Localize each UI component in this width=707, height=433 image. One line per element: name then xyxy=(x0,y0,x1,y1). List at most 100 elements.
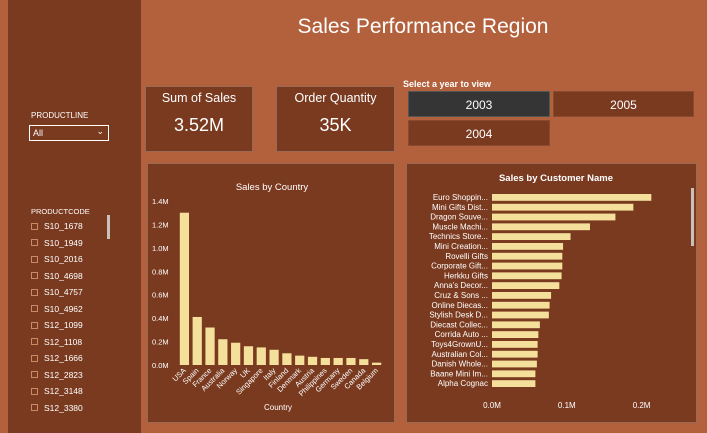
sales-by-customer-chart: Sales by Customer Name Euro Shoppin...Min… xyxy=(429,173,694,410)
productcode-label: S12_2823 xyxy=(44,369,83,380)
bar-france xyxy=(205,327,215,365)
page-title: Sales Performance Region xyxy=(297,15,549,38)
y-tick-label: Cruz & Sons ... xyxy=(434,291,488,300)
bar-customer-18 xyxy=(492,370,536,378)
productcode-item[interactable]: S12_3148 xyxy=(31,383,83,400)
productline-value: All xyxy=(33,128,44,138)
checkbox[interactable] xyxy=(31,338,38,346)
productcode-label: S10_1949 xyxy=(44,237,83,248)
y-tick-label: Diecast Collec... xyxy=(430,320,488,329)
y-tick-label: Australian Col... xyxy=(432,350,488,359)
checkbox[interactable] xyxy=(31,305,38,313)
checkbox[interactable] xyxy=(31,222,38,230)
checkbox[interactable] xyxy=(31,354,38,362)
productcode-item[interactable]: S10_1949 xyxy=(31,235,83,252)
productcode-item[interactable]: S12_1108 xyxy=(31,334,83,351)
checkbox[interactable] xyxy=(31,371,38,379)
x-tick-label: 0.0M xyxy=(483,401,501,410)
bar-philippines xyxy=(320,357,330,365)
productcode-label: S12_1099 xyxy=(44,320,83,331)
chevron-down-icon: ⌄ xyxy=(96,126,104,136)
kpi-sales-value: 3.52M xyxy=(173,115,225,135)
bar-canada xyxy=(359,359,369,365)
year-button-2004[interactable]: 2004 xyxy=(408,120,550,146)
sales-by-country-panel: Sales by Country 0.0M 0.2M 0.4M 0.6M 0.8M 1.0M… xyxy=(147,163,395,423)
chart-title: Sales by Customer Name xyxy=(499,173,613,184)
y-tick-label: Anna's Decor... xyxy=(434,281,488,290)
y-tick-label: Online Diecas... xyxy=(432,301,488,310)
bar-customer-15 xyxy=(492,341,538,348)
bar-denmark xyxy=(295,355,305,365)
bar-uk xyxy=(243,346,254,365)
productcode-list: S10_1678 S10_1949 S10_2016 S10_4698 S10_4757… xyxy=(31,218,83,416)
y-tick-label: 0.4M xyxy=(152,314,169,323)
bar-customer-13 xyxy=(492,321,540,329)
y-tick-label: Rovelli Gifts xyxy=(445,252,488,261)
y-tick-label: 0.2M xyxy=(152,338,169,347)
bar-customer-6 xyxy=(492,252,563,260)
year-button-2005[interactable]: 2005 xyxy=(553,91,694,117)
productcode-item[interactable]: S12_1666 xyxy=(31,350,83,367)
productline-dropdown[interactable]: All ⌄ xyxy=(29,125,109,141)
y-tick-label: Toys4GrownU... xyxy=(431,340,488,349)
y-tick-label: Baane Mini Im... xyxy=(430,369,488,378)
bar-singapore xyxy=(256,347,266,365)
y-tick-label: 1.2M xyxy=(152,220,169,229)
productcode-item[interactable]: S10_4757 xyxy=(31,284,83,301)
kpi-quantity-card: Order Quantity 35K xyxy=(276,86,395,152)
sales-by-country-chart: Sales by Country 0.0M 0.2M 0.4M 0.6M 0.8M 1.0M… xyxy=(152,182,382,412)
y-tick-label: Mini Gifts Dist... xyxy=(432,203,488,212)
productcode-item[interactable]: S10_1678 xyxy=(31,218,83,235)
y-tick-label: Euro Shoppin... xyxy=(433,193,488,202)
checkbox[interactable] xyxy=(31,387,38,395)
productcode-label: PRODUCTCODE xyxy=(31,207,90,216)
y-tick-label: Danish Whole... xyxy=(432,360,488,369)
kpi-quantity-label: Order Quantity xyxy=(294,91,377,105)
x-tick-label: 0.1M xyxy=(558,401,576,410)
y-tick-label: 1.4M xyxy=(152,197,169,206)
y-tick-label: 0.0M xyxy=(152,361,169,370)
bar-belgium xyxy=(371,362,382,365)
y-tick-label: Corporate Gift... xyxy=(431,262,488,271)
y-tick-label: Herkku Gifts xyxy=(444,271,488,280)
x-tick-label: 0.2M xyxy=(633,401,651,410)
productcode-item[interactable]: S10_4698 xyxy=(31,268,83,285)
kpi-sales-label: Sum of Sales xyxy=(161,91,237,105)
productcode-label: S10_4962 xyxy=(44,303,83,314)
y-tick-label: Corrida Auto ... xyxy=(435,330,488,339)
bar-customer-17 xyxy=(492,360,537,368)
bar-customer-14 xyxy=(492,331,539,338)
productcode-item[interactable]: S10_2016 xyxy=(31,251,83,268)
bar-usa xyxy=(179,212,190,365)
productcode-item[interactable]: S12_1099 xyxy=(31,317,83,334)
y-tick-label: Technics Store... xyxy=(429,232,488,241)
bar-finland xyxy=(282,353,292,365)
checkbox[interactable] xyxy=(31,255,38,263)
productcode-item[interactable]: S12_2823 xyxy=(31,367,83,384)
bar-customer-2 xyxy=(492,213,616,221)
y-tick-label: 0.8M xyxy=(152,267,169,276)
checkbox[interactable] xyxy=(31,321,38,329)
productline-label: PRODUCTLINE xyxy=(31,111,89,120)
checkbox[interactable] xyxy=(31,239,38,247)
checkbox[interactable] xyxy=(31,272,38,280)
y-tick-label: Stylish Desk D... xyxy=(429,311,488,320)
bar-customer-16 xyxy=(492,350,538,358)
bar-spain xyxy=(192,316,202,365)
productcode-label: S12_3148 xyxy=(44,386,83,397)
bar-customer-10 xyxy=(492,292,552,299)
y-tick-label: Alpha Cognac xyxy=(438,379,488,388)
year-button-2003[interactable]: 2003 xyxy=(408,91,550,117)
bar-customer-11 xyxy=(492,301,550,309)
kpi-sales-card: Sum of Sales 3.52M xyxy=(145,86,253,152)
checkbox[interactable] xyxy=(31,288,38,296)
checkbox[interactable] xyxy=(31,404,38,412)
productcode-item[interactable]: S10_4962 xyxy=(31,301,83,318)
bar-australia xyxy=(218,339,228,365)
chart-title: Sales by Country xyxy=(236,182,309,193)
sales-by-customer-panel: Sales by Customer Name Euro Shoppin... Min… xyxy=(406,163,697,423)
bar-customer-5 xyxy=(492,243,564,250)
productcode-item[interactable]: S12_3380 xyxy=(31,400,83,417)
bar-customer-0 xyxy=(492,194,652,201)
productcode-scrollbar[interactable] xyxy=(107,215,110,239)
